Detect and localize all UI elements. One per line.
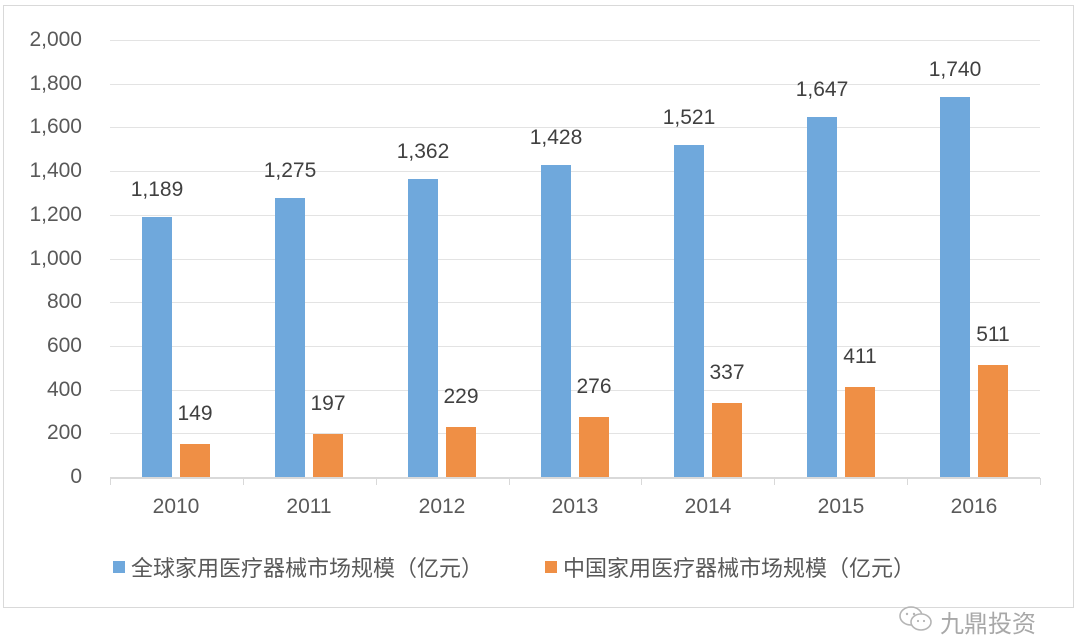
- bar-china: [579, 417, 609, 477]
- legend-swatch-global: [113, 561, 125, 573]
- gridline: [110, 127, 1040, 128]
- x-tick-mark: [1040, 478, 1041, 485]
- data-label-global: 1,275: [263, 159, 317, 182]
- y-tick-label: 2,000: [29, 28, 82, 51]
- gridline: [110, 215, 1040, 216]
- gridline: [110, 40, 1040, 41]
- bar-global: [807, 117, 837, 477]
- x-tick-label: 2011: [286, 495, 332, 518]
- watermark: 九鼎投资: [898, 604, 1036, 639]
- x-tick-label: 2016: [950, 495, 998, 518]
- y-tick-label: 800: [46, 290, 82, 313]
- data-label-china: 229: [443, 385, 479, 408]
- bar-china: [313, 434, 343, 477]
- x-tick-label: 2015: [817, 495, 865, 518]
- legend-swatch-china: [545, 561, 558, 573]
- bar-global: [674, 145, 704, 477]
- data-label-global: 1,189: [130, 178, 184, 201]
- wechat-icon: [898, 605, 934, 638]
- data-label-global: 1,521: [662, 106, 716, 129]
- x-tick-mark: [774, 478, 775, 485]
- bar-global: [275, 198, 305, 477]
- data-label-china: 411: [843, 345, 877, 368]
- bar-global: [142, 217, 172, 477]
- gridline: [110, 302, 1040, 303]
- data-label-global: 1,362: [396, 140, 450, 163]
- bar-china: [446, 427, 476, 477]
- data-label-global: 1,740: [928, 58, 982, 81]
- data-label-global: 1,428: [529, 126, 583, 149]
- gridline: [110, 346, 1040, 347]
- x-tick-mark: [243, 478, 244, 485]
- y-tick-label: 1,200: [29, 203, 82, 226]
- gridline: [110, 171, 1040, 172]
- data-label-global: 1,647: [795, 78, 849, 101]
- x-tick-mark: [376, 478, 377, 485]
- y-tick-label: 1,400: [29, 159, 82, 182]
- data-label-china: 276: [576, 375, 612, 398]
- bar-china: [712, 403, 742, 477]
- legend-item-global: 全球家用医疗器械市场规模（亿元）: [113, 551, 483, 583]
- legend-label-china: 中国家用医疗器械市场规模（亿元）: [563, 557, 916, 582]
- x-tick-label: 2013: [551, 495, 599, 518]
- gridline: [110, 433, 1040, 434]
- gridline: [110, 259, 1040, 260]
- legend: 全球家用医疗器械市场规模（亿元） 中国家用医疗器械市场规模（亿元）: [113, 551, 915, 583]
- y-tick-label: 200: [46, 421, 82, 444]
- x-tick-label: 2012: [418, 495, 466, 518]
- y-tick-label: 0: [70, 465, 82, 488]
- gridline: [110, 84, 1040, 85]
- y-tick-label: 1,800: [29, 72, 82, 95]
- y-tick-label: 400: [46, 378, 82, 401]
- x-axis: [110, 477, 1040, 479]
- x-tick-label: 2014: [684, 495, 732, 518]
- legend-label-global: 全球家用医疗器械市场规模（亿元）: [131, 557, 484, 582]
- x-tick-mark: [641, 478, 642, 485]
- x-tick-mark: [907, 478, 908, 485]
- bar-china: [180, 444, 210, 477]
- legend-item-china: 中国家用医疗器械市场规模（亿元）: [545, 551, 915, 583]
- y-tick-label: 1,600: [29, 115, 82, 138]
- y-tick-label: 600: [46, 334, 82, 357]
- y-tick-label: 1,000: [29, 247, 82, 270]
- data-label-china: 511: [976, 323, 1010, 346]
- data-label-china: 149: [177, 402, 213, 425]
- x-tick-mark: [509, 478, 510, 485]
- data-label-china: 197: [310, 392, 346, 415]
- chart-frame: [3, 5, 1074, 608]
- bar-china: [845, 387, 875, 477]
- bar-global: [940, 97, 970, 477]
- bar-china: [978, 365, 1008, 477]
- x-tick-label: 2010: [152, 495, 200, 518]
- data-label-china: 337: [709, 361, 745, 384]
- bar-global: [541, 165, 571, 477]
- bar-global: [408, 179, 438, 477]
- x-tick-mark: [110, 478, 111, 485]
- watermark-text: 九鼎投资: [940, 610, 1036, 638]
- gridline: [110, 390, 1040, 391]
